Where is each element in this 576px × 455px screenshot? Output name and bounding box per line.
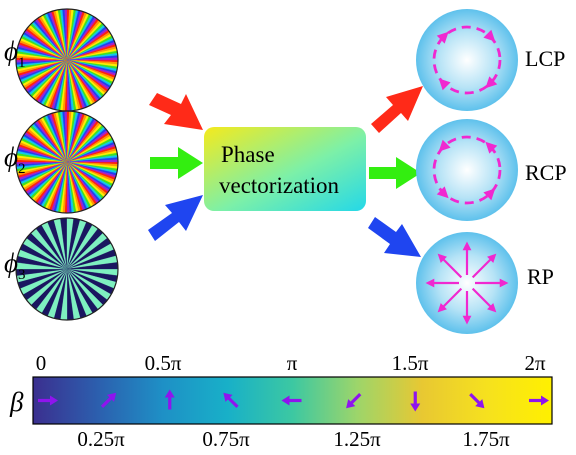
- polarization-arrow-3: [223, 392, 239, 408]
- phase-vectorization-box: Phase vectorization: [204, 127, 366, 211]
- colorbar-bottom-tick-2: 1.25π: [333, 427, 381, 451]
- colorbar-top-tick-0: 0: [36, 351, 47, 375]
- red-input-arrow: [149, 93, 203, 130]
- output-arrows: [368, 86, 423, 257]
- colorbar-top-tick-3: 1.5π: [392, 351, 429, 375]
- polarization-arrow-1: [100, 392, 117, 408]
- polarization-arrow-6: [410, 391, 421, 412]
- rcp-label: RCP: [525, 160, 567, 185]
- polarization-arrow-5: [346, 393, 362, 409]
- input-arrows: [148, 93, 203, 241]
- beam-rcp: [416, 119, 518, 221]
- polarization-arrow-8: [529, 395, 549, 406]
- polarization-arrow-0: [38, 395, 58, 406]
- blue-output-arrow: [368, 217, 421, 257]
- phase-mask-1: [16, 9, 118, 111]
- red-output-arrow: [371, 86, 423, 133]
- colorbar-bottom-tick-3: 1.75π: [462, 427, 510, 451]
- phase-mask-3: [16, 218, 118, 320]
- colorbar-bottom-tick-0: 0.25π: [77, 427, 125, 451]
- center-text-line2: vectorization: [219, 173, 340, 198]
- colorbar-top-tick-2: π: [287, 351, 298, 375]
- beam-rp: [416, 232, 518, 334]
- lcp-label: LCP: [525, 46, 565, 71]
- colorbar-top-tick-1: 0.5π: [145, 351, 182, 375]
- blue-input-arrow: [148, 195, 203, 241]
- center-text-line1: Phase: [221, 142, 275, 167]
- beam-lcp: [416, 9, 518, 111]
- output-beams: [416, 9, 518, 334]
- phi-2-label: ϕ2: [4, 142, 25, 177]
- phi-1-label: ϕ1: [4, 36, 25, 71]
- colorbar-bottom-tick-1: 0.75π: [202, 427, 250, 451]
- green-input-arrow: [150, 147, 203, 179]
- polarization-arrow-2: [164, 389, 175, 410]
- input-phase-masks: [15, 8, 119, 321]
- polarization-arrow-4: [281, 395, 302, 406]
- colorbar-top-tick-4: 2π: [524, 351, 546, 375]
- polarization-arrow-7: [469, 393, 485, 409]
- phi-3-label: ϕ3: [4, 248, 25, 283]
- green-output-arrow: [369, 157, 421, 189]
- beta-label: β: [9, 387, 24, 417]
- beta-colorbar: 0 0.5π π 1.5π 2π 0.25π 0.75π 1.25π 1.75π: [32, 351, 553, 451]
- rp-label: RP: [527, 264, 554, 289]
